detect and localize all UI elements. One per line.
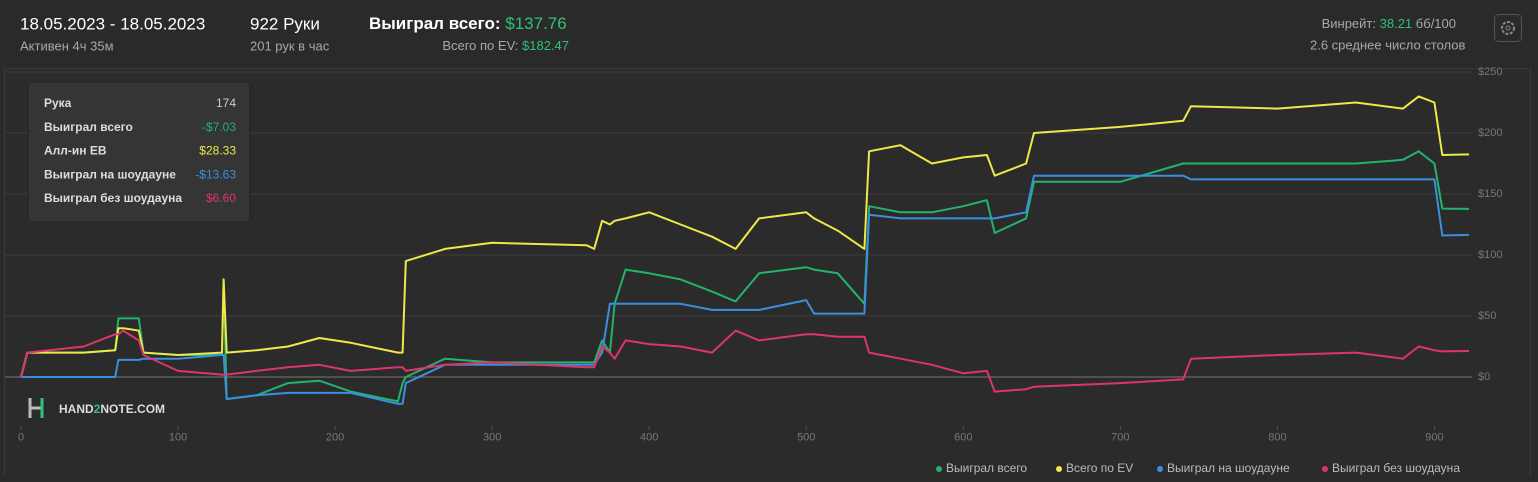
legend-label: Выиграл без шоудауна [1332, 461, 1460, 475]
tooltip-label: Рука [44, 96, 72, 110]
ev-label: Всего по EV: [442, 38, 518, 53]
chart-panel [4, 68, 1531, 479]
tooltip-box [27, 81, 251, 223]
won-total: Выиграл всего: $137.76 [369, 14, 567, 33]
x-tick-label: 600 [954, 432, 972, 444]
tooltip: Рука 174 Выиграл всего -$7.03 Алл-ин ЕВ $28.3… [27, 81, 251, 223]
x-tick-label: 800 [1268, 432, 1286, 444]
tooltip-label: Выиграл всего [44, 120, 133, 134]
x-tick-label: 300 [483, 432, 501, 444]
tooltip-value: $6.60 [206, 191, 236, 205]
x-tick-label: 700 [1111, 432, 1129, 444]
hands-per-hour: 201 рук в час [250, 38, 330, 53]
date-range: 18.05.2023 - 18.05.2023 [20, 14, 205, 33]
y-tick-label: $250 [1478, 66, 1502, 78]
logo: HAND2NOTE.COM [28, 398, 165, 418]
logo-part: 2 [94, 402, 101, 416]
tooltip-value: $28.33 [199, 144, 236, 158]
winrate-value: 38.21 [1380, 16, 1413, 31]
y-tick-label: $50 [1478, 310, 1496, 322]
legend-swatch [936, 466, 942, 472]
legend-label: Выиграл на шоудауне [1167, 461, 1290, 475]
y-tick-label: $150 [1478, 188, 1502, 200]
series-line [21, 174, 1470, 405]
winrate-label: Винрейт: [1322, 16, 1376, 31]
x-tick-label: 400 [640, 432, 658, 444]
y-tick-label: $0 [1478, 371, 1490, 383]
x-tick-label: 100 [169, 432, 187, 444]
tooltip-value: -$7.03 [202, 120, 236, 134]
legend-label: Всего по EV [1066, 461, 1133, 475]
settings-button[interactable] [1494, 14, 1522, 42]
logo-part: HAND [59, 402, 94, 416]
ev-total: Всего по EV: $182.47 [442, 38, 569, 53]
gear-icon [1501, 21, 1515, 35]
winrate-unit: бб/100 [1416, 16, 1456, 31]
tables: 2.6 среднее число столов [1310, 37, 1466, 52]
winrate: Винрейт: 38.21 бб/100 [1322, 16, 1456, 31]
plot: $0 $50 $100 $150 $200 $250 0 100 200 300 400 500 600… [5, 66, 1502, 444]
y-tick-label: $100 [1478, 249, 1502, 261]
won-value: $137.76 [505, 14, 566, 33]
tooltip-label: Выиграл без шоудауна [44, 191, 182, 205]
tooltip-value: -$13.63 [195, 167, 236, 181]
x-tick-label: 500 [797, 432, 815, 444]
legend: Выиграл всего Всего по EV Выиграл на шоуда… [936, 461, 1460, 475]
x-tick-label: 900 [1425, 432, 1443, 444]
tooltip-value: 174 [216, 96, 236, 110]
settings-frame[interactable] [1494, 14, 1522, 42]
gear-center [1505, 25, 1511, 31]
hands: 922 Руки [250, 14, 320, 33]
ev-value: $182.47 [522, 38, 569, 53]
x-tick-label: 200 [326, 432, 344, 444]
series-line [20, 329, 1470, 393]
won-label: Выиграл всего: [369, 14, 501, 33]
tooltip-label: Алл-ин ЕВ [44, 144, 107, 158]
legend-swatch [1322, 466, 1328, 472]
x-tick-label: 0 [18, 432, 24, 444]
logo-text: HAND2NOTE.COM [59, 402, 165, 416]
legend-swatch [1157, 466, 1163, 472]
tooltip-label: Выиграл на шоудауне [44, 167, 176, 181]
legend-label: Выиграл всего [946, 461, 1027, 475]
logo-part: NOTE.COM [100, 402, 165, 416]
active-time: Активен 4ч 35м [20, 38, 114, 53]
y-tick-label: $200 [1478, 127, 1502, 139]
series-line [20, 95, 1470, 378]
legend-swatch [1056, 466, 1062, 472]
